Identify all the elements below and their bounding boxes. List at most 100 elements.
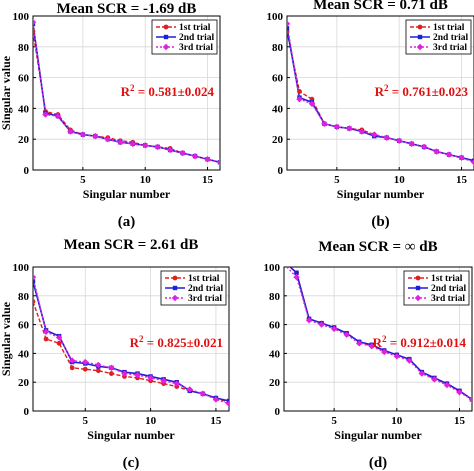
series-3-point: [408, 140, 415, 148]
y-tick-label: 60: [18, 73, 30, 85]
series-3-point: [95, 361, 102, 369]
series-3-point: [433, 148, 440, 155]
series-1-point: [43, 336, 49, 342]
panel-label: (a): [118, 214, 136, 230]
y-axis-label: Singular value: [0, 301, 13, 376]
legend-label: 3rd trial: [431, 294, 465, 304]
legend-label: 1st trial: [188, 274, 220, 284]
y-tick-label: 80: [269, 291, 281, 303]
legend-marker-3: [162, 43, 170, 51]
legend-label: 2nd trial: [431, 284, 466, 294]
x-axis-label: Singular number: [337, 187, 425, 201]
y-tick-label: 100: [13, 262, 30, 274]
y-tick-label: 0: [275, 406, 281, 418]
series-3-point: [318, 321, 325, 328]
y-tick-label: 20: [269, 377, 281, 389]
legend-label: 1st trial: [431, 274, 463, 284]
legend-marker-2: [415, 285, 421, 291]
legend-label: 2nd trial: [188, 284, 223, 294]
series-2-point: [294, 270, 299, 275]
series-3-point: [225, 400, 229, 407]
series-3-point: [173, 380, 180, 387]
series-3-point: [154, 143, 161, 151]
series-3-point: [468, 396, 472, 403]
y-tick-label: 20: [18, 134, 30, 146]
x-tick-label: 5: [80, 174, 86, 186]
y-axis-label: Singular value: [0, 55, 13, 130]
series-3-point: [92, 132, 99, 140]
y-tick-label: 20: [272, 134, 284, 146]
series-3-point: [333, 123, 341, 131]
plot-area: [287, 20, 474, 166]
series-line-3: [33, 276, 229, 405]
series-1-point: [82, 366, 88, 372]
x-tick-label: 10: [391, 415, 403, 427]
x-tick-label: 15: [456, 174, 468, 186]
r2-annotation: R2 = 0.912±0.014: [373, 334, 467, 350]
y-tick-label: 20: [18, 377, 30, 389]
series-3-point: [42, 111, 49, 118]
legend-marker-3: [414, 294, 422, 302]
series-3-point: [305, 317, 313, 324]
series-3-point: [108, 364, 115, 371]
series-3-point: [287, 20, 291, 27]
series-3-point: [456, 389, 463, 396]
panel-label: (c): [123, 455, 140, 471]
series-3-point: [356, 340, 363, 347]
series-3-point: [396, 137, 403, 144]
series-3-point: [212, 396, 220, 403]
panel-label: (d): [369, 455, 387, 471]
series-3-point: [470, 159, 474, 166]
x-axis-label: Singular number: [83, 187, 171, 201]
y-tick-label: 60: [269, 320, 281, 332]
series-3-point: [346, 125, 353, 132]
series-3-point: [343, 331, 350, 338]
legend-marker-2: [417, 34, 423, 40]
y-tick-label: 80: [18, 42, 30, 54]
r2-annotation: R2 = 0.825±0.021: [130, 334, 223, 350]
legend-marker-1: [172, 275, 178, 281]
series-3-point: [33, 18, 37, 26]
chart-title: Mean SCR = 0.71 dB: [313, 0, 448, 13]
axes-box: [32, 15, 221, 171]
series-3-point: [104, 136, 111, 143]
series-3-point: [431, 376, 438, 383]
y-tick-label: 40: [269, 348, 281, 360]
series-line-2: [33, 23, 220, 164]
legend-label: 1st trial: [433, 23, 465, 33]
x-tick-label: 15: [210, 415, 222, 427]
y-tick-label: 0: [278, 165, 284, 177]
series-3-point: [358, 128, 365, 135]
axes-box: [32, 266, 230, 412]
series-1-point: [33, 299, 36, 304]
r2-annotation: R2 = 0.581±0.024: [121, 83, 215, 99]
series-3-point: [393, 353, 400, 360]
series-3-point: [420, 143, 428, 151]
series-3-point: [296, 95, 303, 103]
series-3-point: [381, 348, 388, 356]
series-1-point: [282, 259, 287, 264]
series-3-point: [166, 146, 174, 154]
series-3-point: [147, 374, 154, 382]
series-3-point: [79, 131, 87, 138]
x-tick-label: 5: [331, 415, 337, 427]
legend-label: 2nd trial: [179, 33, 214, 43]
series-3-point: [129, 140, 136, 148]
plot-area: [33, 18, 220, 166]
series-3-point: [67, 128, 74, 135]
series-3-point: [383, 134, 390, 141]
legend-label: 1st trial: [179, 23, 211, 33]
legend-label: 3rd trial: [188, 294, 222, 304]
legend-marker-1: [415, 275, 421, 281]
y-tick-label: 100: [13, 11, 30, 23]
series-line-1: [33, 301, 229, 404]
series-2-point: [226, 398, 229, 404]
series-2-point: [33, 279, 36, 284]
series-2-point: [282, 259, 286, 263]
series-3-point: [445, 151, 453, 158]
